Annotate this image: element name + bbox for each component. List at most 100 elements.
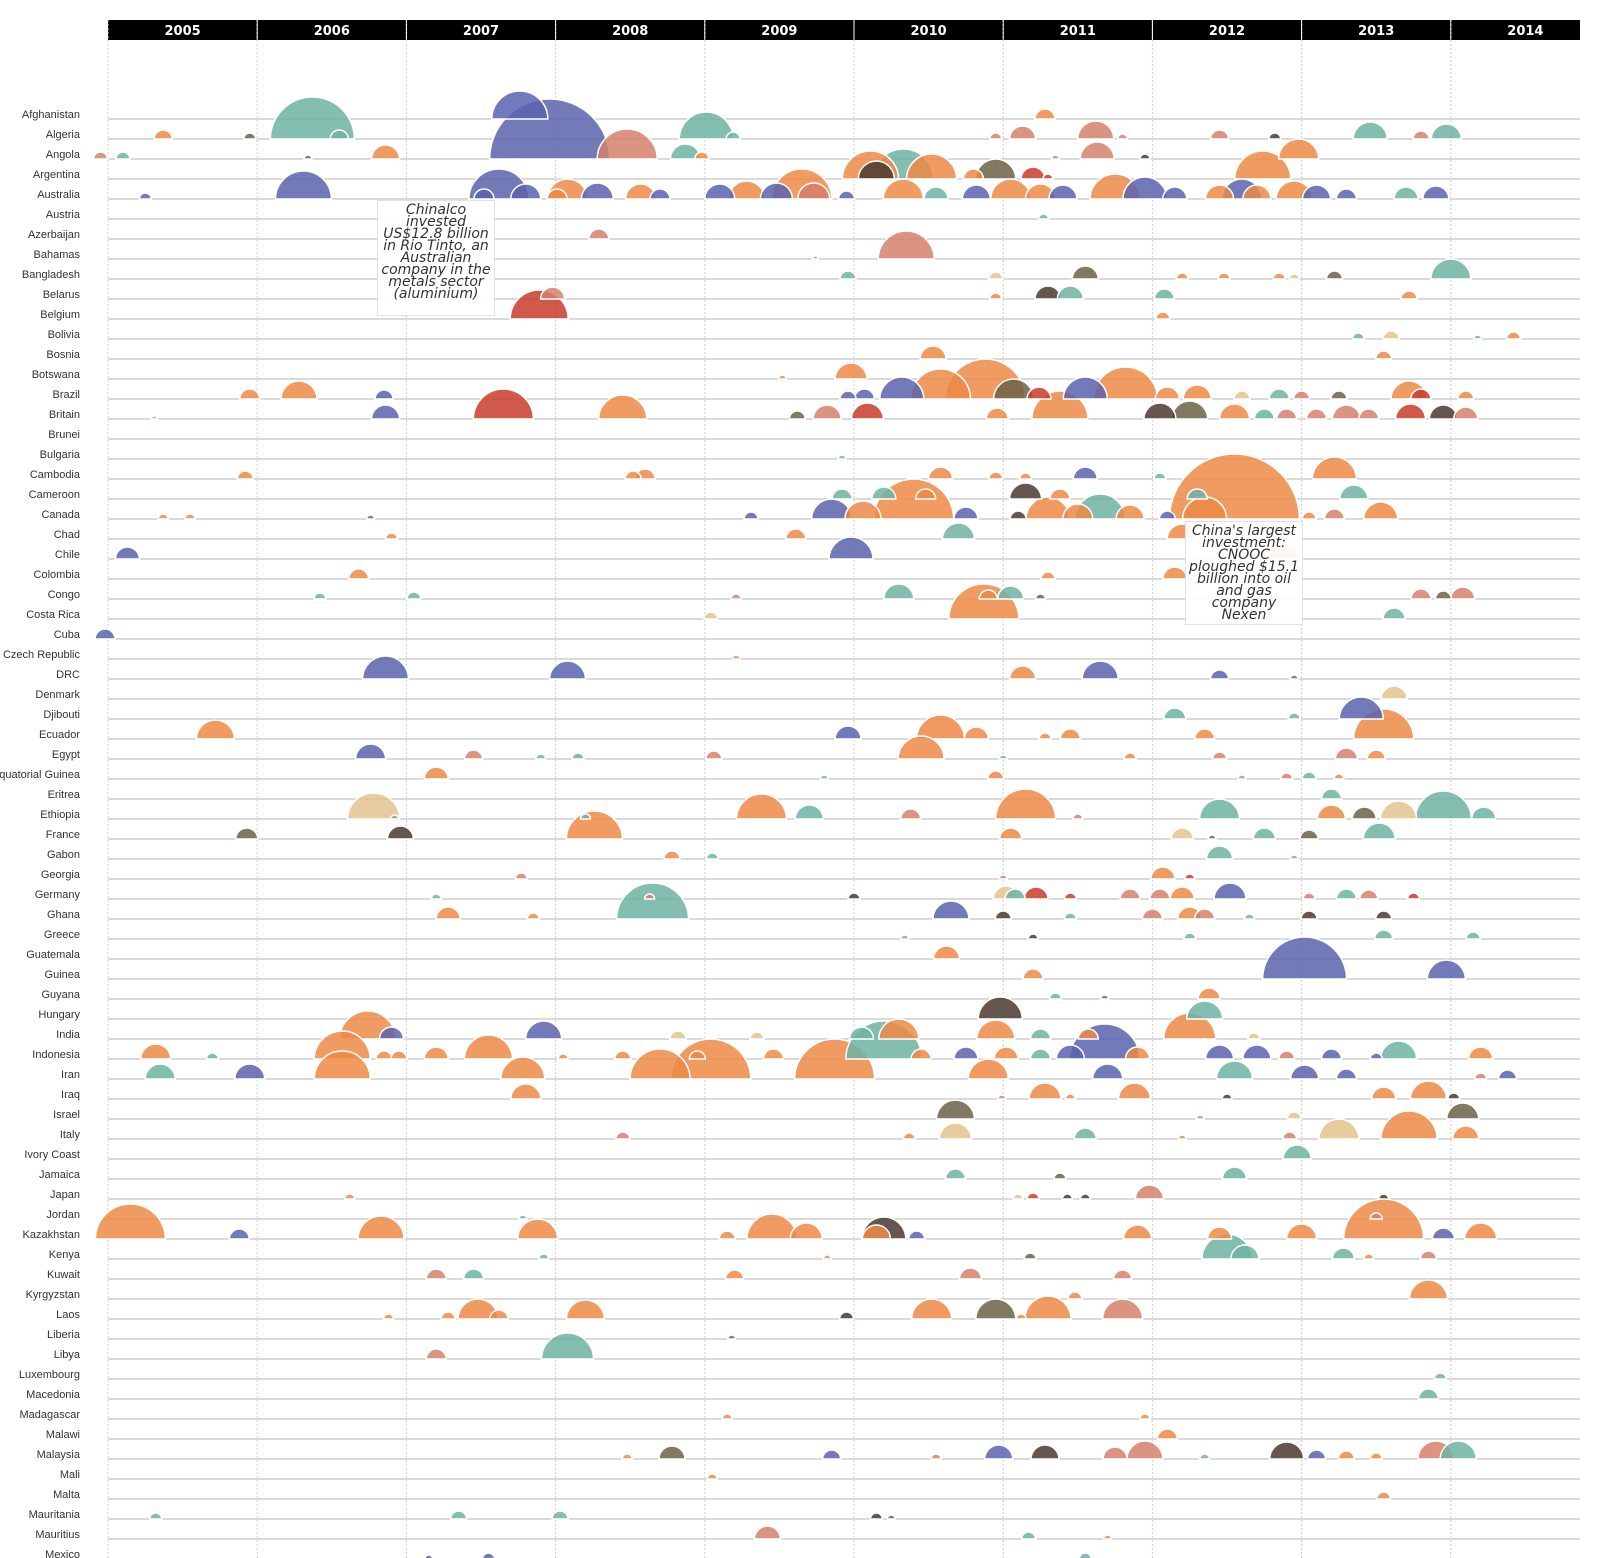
investment-bubble [1325,270,1344,280]
investment-bubble [1426,959,1467,980]
investment-bubble [1205,845,1234,860]
investment-bubble [1079,1193,1092,1200]
investment-bubble [597,394,648,420]
investment-bubble [1185,1000,1224,1020]
investment-bubble [828,536,874,560]
investment-bubble [730,593,742,600]
country-label: Eritrea [48,789,81,801]
investment-bubble [837,454,847,460]
investment-bubble [1447,1092,1461,1100]
investment-bubble [910,1048,932,1060]
investment-bubble [1076,120,1115,140]
investment-bubble [899,808,922,820]
investment-bubble [1134,1184,1165,1200]
investment-bubble [688,1050,707,1060]
investment-bubble [1209,129,1230,140]
country-label: Mauritania [29,1509,81,1521]
investment-bubble [1049,488,1071,500]
country-label: Cambodia [30,469,81,481]
investment-bubble [1169,886,1195,900]
investment-bubble [669,1030,687,1040]
investment-bubble [721,1413,733,1420]
country-label: Mali [60,1469,80,1481]
investment-bubble [1247,1032,1261,1040]
investment-bubble [613,1050,632,1060]
investment-bubble [962,168,985,180]
investment-bubble [985,407,1009,420]
country-label: Madagascar [19,1409,80,1421]
investment-bubble [1023,1252,1037,1260]
investment-bubble [944,1168,967,1180]
investment-bubble [1305,408,1328,420]
investment-bubble [1062,503,1094,520]
investment-bubble [1463,1222,1498,1240]
investment-bubble [1022,968,1044,980]
year-label: 2005 [165,24,201,39]
investment-bubble [998,874,1008,880]
investment-bubble [1213,882,1247,900]
investment-bubble [1027,933,1039,940]
investment-bubble [313,1050,371,1080]
investment-bubble [978,589,999,600]
investment-bubble [1198,798,1241,820]
country-label: Kenya [49,1249,81,1261]
country-label: Mauritius [35,1529,80,1541]
investment-bubble [1206,1226,1233,1240]
investment-bubble [518,1214,528,1220]
investment-bubble [1101,1298,1144,1320]
country-label: Bolivia [48,329,81,341]
investment-bubble [374,389,394,400]
investment-bubble [1218,403,1251,420]
investment-bubble [1177,1134,1187,1140]
investment-bubble [115,151,131,160]
investment-bubble [472,388,535,420]
investment-bubble [1318,1118,1360,1140]
investment-bubble [1281,1131,1298,1140]
investment-bubble [1211,751,1228,760]
investment-bubble [624,470,642,480]
investment-bubble [1417,1388,1440,1400]
investment-bubble [930,1453,942,1460]
country-label: Indonesia [32,1049,81,1061]
investment-bubble [923,186,949,200]
investment-bubble [1175,272,1189,280]
investment-bubble [1102,1534,1113,1540]
investment-bubble [1373,929,1394,940]
investment-bubble [1079,141,1115,160]
investment-bubble [1289,674,1299,680]
investment-bubble [919,345,947,360]
investment-bubble [1268,388,1290,400]
investment-bubble [157,513,169,520]
investment-bubble [953,506,979,520]
investment-bubble [777,374,788,380]
investment-bubble [1124,1046,1151,1060]
investment-bubble [1112,1269,1133,1280]
investment-bubble [1015,1313,1027,1320]
investment-bubble [1040,571,1056,580]
investment-bubble [1311,456,1358,480]
investment-bubble [938,1122,973,1140]
investment-bubble [1375,1491,1392,1500]
country-label: Ivory Coast [24,1149,80,1161]
investment-bubble [743,511,759,520]
investment-bubble [987,271,1004,280]
investment-bubble [1451,1125,1480,1140]
country-label: Belarus [43,289,81,301]
investment-bubble [974,1298,1017,1320]
country-label: France [46,829,80,841]
country-label: Brazil [52,389,80,401]
investment-bubble [847,892,861,900]
investment-bubble [1215,1060,1254,1080]
investment-bubble [1456,390,1475,400]
investment-bubble [1272,272,1286,280]
country-label: Malaysia [37,1449,81,1461]
investment-bubble [1261,936,1348,980]
investment-bubble [1170,400,1209,420]
investment-bubble [1287,712,1301,720]
investment-bubble [1221,1093,1233,1100]
investment-bubble [986,770,1005,780]
investment-bubble [1382,330,1400,340]
investment-bubble [269,96,356,140]
investment-bubble [1193,908,1216,920]
investment-bubble [1302,892,1316,900]
